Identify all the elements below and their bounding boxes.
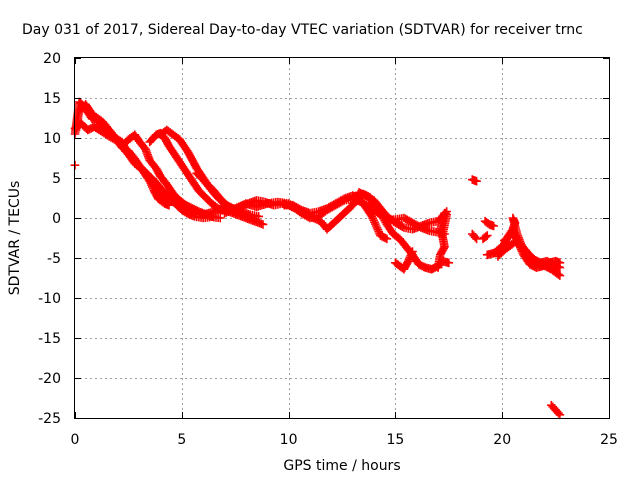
data-point [433, 263, 443, 272]
data-point [555, 258, 565, 268]
data-point [555, 271, 565, 280]
grid-lines [75, 58, 609, 418]
y-tick-labels: -25 -20 -15 -10 -5 0 5 10 15 20 [38, 51, 61, 427]
data-point [489, 221, 498, 231]
data-point [215, 213, 225, 223]
y-tick-label: 0 [52, 211, 61, 227]
x-tick-label: 25 [600, 432, 618, 448]
x-tick-label: 5 [177, 432, 186, 448]
y-tick-label: 5 [52, 171, 61, 187]
x-tick-label: 0 [71, 432, 80, 448]
x-axis-label: GPS time / hours [283, 458, 400, 474]
data-point [554, 270, 563, 279]
x-tick-label: 10 [280, 432, 298, 448]
y-tick-label: 10 [43, 131, 61, 147]
y-tick-label: -20 [38, 371, 61, 387]
x-tick-label: 15 [386, 432, 404, 448]
data-point [382, 234, 392, 244]
chart-title: Day 031 of 2017, Sidereal Day-to-day VTE… [22, 22, 583, 38]
data-point [258, 220, 268, 229]
y-tick-label: 20 [43, 51, 61, 67]
data-point [481, 232, 491, 241]
data-point [482, 231, 492, 240]
plot-frame [74, 57, 610, 419]
y-tick-label: -5 [47, 251, 61, 267]
data-point [254, 212, 263, 221]
y-tick-label: -25 [38, 411, 61, 427]
x-tick-label: 20 [493, 432, 511, 448]
data-point [472, 176, 481, 186]
data-point [555, 410, 565, 420]
data-point [164, 200, 174, 210]
data-point [444, 258, 454, 268]
data-point [408, 247, 417, 256]
y-tick-label: -15 [38, 331, 61, 347]
axis-ticks [75, 58, 610, 419]
y-axis-label: SDTVAR / TECUs [7, 181, 23, 296]
y-tick-label: -10 [38, 291, 61, 307]
x-tick-labels: 0 5 10 15 20 25 [71, 432, 618, 448]
y-tick-label: 15 [43, 91, 61, 107]
